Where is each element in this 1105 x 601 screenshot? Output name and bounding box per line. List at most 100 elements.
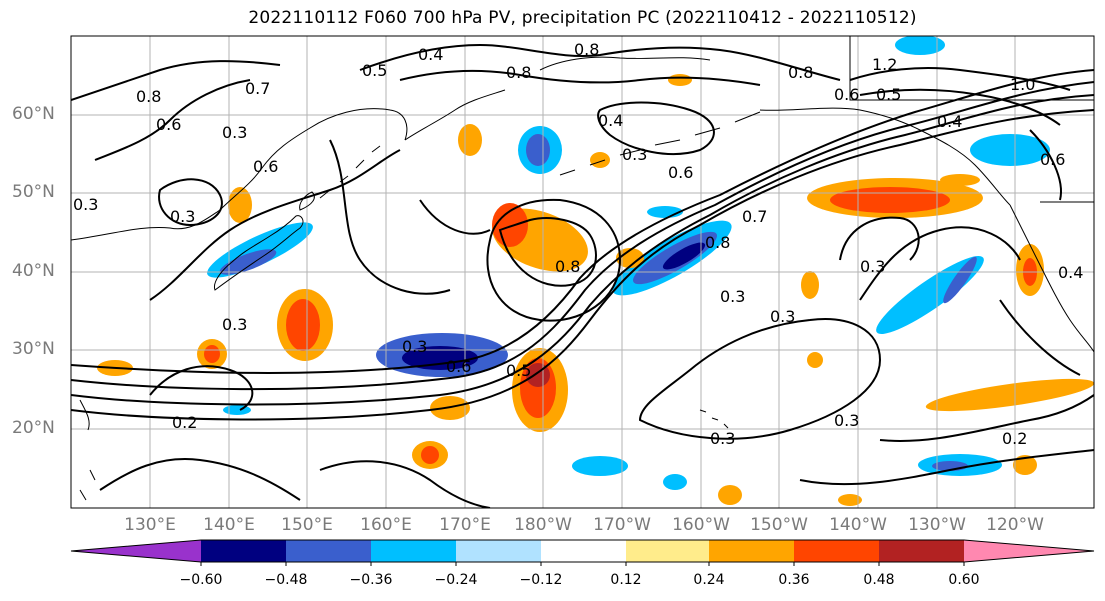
contour-label: 0.8 [136,87,161,106]
contour-label: 1.2 [872,55,897,74]
colorbar-tick-label: −0.12 [519,572,563,588]
contour-label: 0.8 [574,40,599,59]
coastlines [71,56,1094,501]
pos-anomaly-11 [228,187,252,223]
colorbar-segment [456,540,541,562]
pv-contour-cutoff [486,198,622,322]
contour-label: 0.8 [705,233,730,252]
contour-label: 0.3 [622,145,647,164]
pv-contour-trough-ring [498,217,597,287]
pv-contour-east-1 [859,226,1021,301]
lat-label-20n: 20°N [12,418,55,438]
pv-contour-right-lobe [1029,129,1062,201]
colorbar-tick-label: −0.48 [264,572,308,588]
coast-asia [71,108,408,241]
colorbar-segment [201,540,286,562]
contour-label: 0.7 [245,79,270,98]
colorbar-ticks [200,562,965,566]
pos-anomaly-20 [1013,455,1037,475]
contour-label: 0.4 [937,112,962,131]
lat-label-50n: 50°N [12,182,55,202]
contour-label: 1.0 [1010,75,1035,94]
contour-label: 0.3 [222,315,247,334]
contour-label: 0.6 [156,115,181,134]
pv-contour-jet-1 [71,109,1094,421]
contour-label: 0.6 [446,357,471,376]
lon-label: 150°W [750,515,808,535]
colorbar-tick-label: −0.36 [349,572,393,588]
contour-label: 0.6 [834,85,859,104]
pos-anomaly-12 [616,248,644,268]
contour-label: 0.3 [710,429,735,448]
pv-contour-south-1 [99,458,301,501]
contour-label: 0.4 [418,45,443,64]
contour-label: 0.2 [172,413,197,432]
lon-label: 140°E [203,515,255,535]
pv-contour-se-1 [879,394,1094,442]
pos-anomaly-15 [590,152,610,168]
map-frame [70,35,1095,509]
pv-contour-se-2 [799,449,1094,486]
colorbar-segment [879,540,964,562]
pos-anomaly-10 [458,124,482,156]
neg-anomaly-7 [970,134,1050,166]
colorbar-tick-label: −0.24 [434,572,478,588]
colorbar-tick-label: 0.48 [863,572,895,588]
coast-aleutians [559,111,761,176]
lon-label: 180°W [514,515,572,535]
contour-label: 0.7 [742,207,767,226]
graticule [71,36,1094,508]
colorbar-segment [709,540,794,562]
colorbar-tick-label: 0.36 [778,572,810,588]
contour-label: 0.5 [362,61,387,80]
colorbar-segment [794,540,879,562]
pv-contour-east-2 [839,216,920,261]
pos-anomaly-16 [668,74,692,86]
pv-contour-jet-3 [71,81,1094,391]
lat-label-40n: 40°N [12,261,55,281]
contour-label: 0.3 [860,257,885,276]
pv-contour-ne-2 [859,88,1061,126]
pv-contour-south-2 [319,460,491,508]
pv-contours [71,43,1094,508]
colorbar-tick-label: 0.60 [948,572,980,588]
contour-label: 0.8 [506,63,531,82]
pv-contour-west-loop [149,149,401,301]
contour-labels: 0.4 0.8 0.5 0.7 0.8 0.8 1.2 0.6 0.5 0.4 … [73,40,1083,448]
coast-hokkaido [299,191,315,211]
contour-label: 0.5 [506,361,531,380]
colorbar-extend-right [964,540,1094,562]
region-inset-box [849,36,1094,101]
pos-anomaly-18 [807,352,823,368]
pos-anomaly-1-core [830,187,950,213]
colorbar-tick-label: 0.12 [610,572,642,588]
pos-anomaly-4-core [286,299,320,351]
coast-japan [213,215,304,291]
contour-label: 0.8 [555,257,580,276]
contour-label: 0.2 [1002,429,1027,448]
contour-label: 0.6 [1040,150,1065,169]
contour-label: 0.3 [222,123,247,142]
colorbar-extend-left [71,540,201,562]
colorbar-segment [371,540,456,562]
pos-anomaly-9-core [204,345,220,363]
colorbar-segment [541,540,626,562]
contour-label: 0.3 [834,411,859,430]
pos-anomaly-21 [940,174,980,186]
pv-contour-north-loop [597,101,715,156]
neg-anomaly-1-core [402,346,478,370]
pv-contour-n-2 [399,69,761,86]
neg-anomaly-2-core [662,242,706,270]
neg-anomaly-5-core [526,134,550,166]
pos-anomaly-5 [925,378,1094,412]
coast-kamchatka [404,89,506,141]
lat-label-60n: 60°N [12,104,55,124]
precip-shading [97,36,1094,506]
coast-bering-east [539,56,711,71]
contour-label: 0.4 [598,111,623,130]
lon-label: 130°W [908,515,966,535]
lon-label: 160°E [360,515,412,535]
lon-label: 150°E [281,515,333,535]
pos-anomaly-2-core [492,203,528,247]
